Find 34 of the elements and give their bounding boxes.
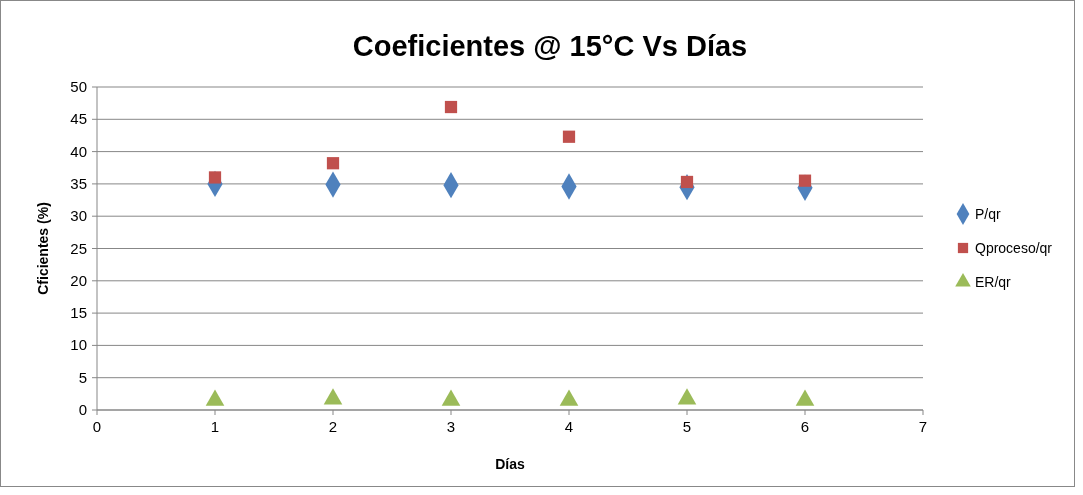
legend-label: Qproceso/qr: [975, 240, 1053, 256]
point: [677, 388, 697, 405]
legend-label: ER/qr: [975, 274, 1012, 290]
y-tick-label: 25: [70, 239, 87, 257]
x-tick-label: 4: [564, 418, 574, 435]
point: [441, 389, 461, 406]
x-tick-label: 0: [92, 418, 102, 435]
y-tick-label: 15: [70, 304, 87, 322]
x-tick-label: 7: [918, 418, 928, 435]
x-tick-label: 2: [328, 418, 338, 435]
y-tick-label: 50: [70, 78, 87, 95]
point: [562, 130, 576, 143]
y-tick-label: 0: [78, 401, 87, 418]
x-tick-label: 5: [682, 418, 692, 435]
legend-label: P/qr: [975, 206, 1002, 222]
y-tick-label: 5: [78, 368, 87, 386]
x-tick-label: 6: [800, 418, 810, 435]
x-tick-label: 3: [446, 418, 456, 435]
x-tick-label: 1: [210, 418, 220, 435]
point: [559, 389, 579, 406]
point: [205, 389, 225, 406]
y-axis-title: Cficientes (%): [35, 202, 51, 295]
y-tick-label: 40: [70, 142, 87, 160]
point: [326, 157, 340, 170]
x-axis-title: Días: [495, 456, 525, 472]
point: [444, 100, 458, 114]
chart-title: Coeficientes @ 15°C Vs Días: [352, 30, 748, 62]
y-tick-label: 45: [70, 110, 87, 128]
point: [323, 388, 343, 405]
y-tick-label: 35: [70, 174, 87, 192]
y-tick-label: 10: [70, 336, 87, 354]
y-tick-label: 30: [70, 207, 87, 225]
y-tick-label: 20: [70, 271, 87, 289]
point: [795, 389, 815, 406]
